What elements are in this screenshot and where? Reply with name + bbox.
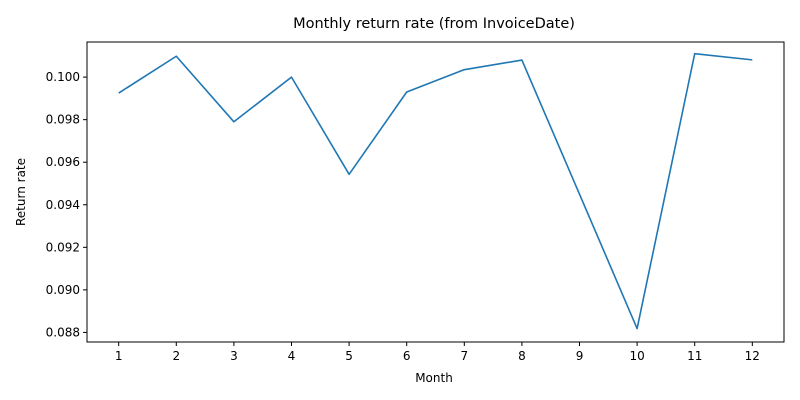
x-tick-label: 4	[288, 349, 296, 363]
y-tick-label: 0.088	[46, 325, 80, 339]
y-tick-label: 0.100	[46, 70, 80, 84]
x-axis-label: Month	[415, 371, 453, 385]
series-line	[118, 52, 753, 330]
x-tick-label: 10	[629, 349, 644, 363]
y-tick-label: 0.092	[46, 240, 80, 254]
plot-frame	[86, 41, 785, 343]
x-tick-label: 1	[115, 349, 123, 363]
chart-title: Monthly return rate (from InvoiceDate)	[293, 16, 575, 32]
x-tick-label: 11	[687, 349, 702, 363]
x-tick-label: 2	[172, 349, 180, 363]
x-tick-label: 8	[518, 349, 526, 363]
x-tick-label: 3	[230, 349, 238, 363]
y-tick-label: 0.096	[46, 155, 80, 169]
y-tick-label: 0.098	[46, 113, 80, 127]
y-tick-label: 0.090	[46, 283, 80, 297]
x-tick-label: 7	[460, 349, 468, 363]
x-tick-label: 5	[345, 349, 353, 363]
x-tick-label: 12	[745, 349, 760, 363]
y-axis-label: Return rate	[14, 158, 28, 226]
y-tick-label: 0.094	[46, 198, 80, 212]
x-tick-label: 9	[576, 349, 584, 363]
x-tick-label: 6	[403, 349, 411, 363]
